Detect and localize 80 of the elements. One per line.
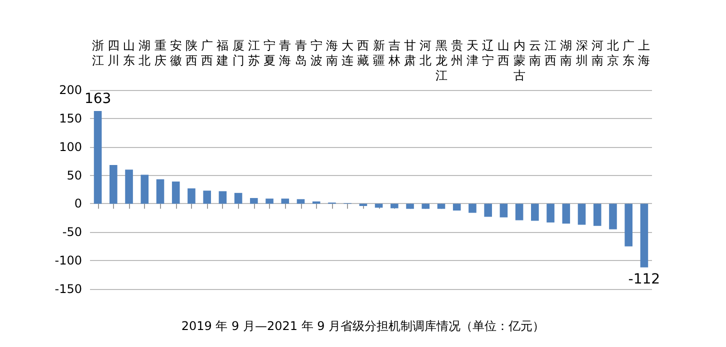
x-tick-label: 贵州 (450, 38, 463, 68)
bar (156, 179, 164, 204)
x-tick-label: 天津 (466, 38, 478, 68)
y-tick-label: -150 (54, 282, 82, 296)
x-tick-label: 湖北 (138, 38, 151, 68)
bar (94, 111, 102, 204)
bar (218, 191, 227, 204)
x-tick-label: 广西 (201, 38, 214, 68)
x-tick-label: 海南 (326, 38, 338, 68)
bar (203, 190, 211, 204)
bar (266, 198, 274, 204)
x-tick-label: 山西 (498, 38, 510, 68)
bar (296, 199, 305, 204)
x-tick-label: 安徽 (170, 38, 182, 68)
bar (125, 170, 133, 204)
bar (578, 204, 586, 225)
x-tick-label: 厦门 (232, 38, 244, 68)
bar (640, 204, 648, 268)
bar (593, 204, 602, 226)
x-tick-label: 甘肃 (404, 38, 416, 68)
bar (188, 188, 196, 204)
x-tick-label: 青海 (279, 38, 292, 68)
bar (515, 204, 524, 220)
x-tick-label: 内蒙古 (513, 38, 526, 82)
bar (562, 204, 570, 224)
data-label: 163 (84, 91, 112, 108)
x-tick-label: 黑龙江 (435, 38, 448, 82)
text: 2019 年 9 月—2021 年 9 月省级分担机制调库情况（单位：亿元） (181, 319, 545, 333)
x-tick-label: 江苏 (248, 38, 260, 68)
data-label: -112 (628, 271, 660, 288)
x-tick-label: 重庆 (154, 38, 166, 68)
bar (437, 204, 446, 209)
x-tick-label: 湖南 (560, 38, 572, 68)
y-tick-label: 50 (66, 168, 82, 182)
x-tick-label: 吉林 (387, 38, 400, 68)
bar (281, 198, 290, 204)
bar (468, 204, 476, 213)
x-tick-label: 云南 (528, 38, 541, 68)
y-tick-label: 0 (74, 196, 82, 211)
bar (374, 204, 383, 208)
bar (390, 204, 398, 208)
bar (172, 182, 180, 204)
bar (250, 198, 258, 204)
x-tick-label: 深圳 (574, 38, 588, 68)
x-tick-label: 四川 (107, 38, 120, 68)
x-tick-label: 宁波 (310, 38, 322, 68)
bar (406, 204, 414, 209)
bar (500, 204, 508, 218)
bar (546, 204, 554, 222)
x-tick-label: 河南 (591, 38, 604, 68)
y-tick-label: -100 (54, 254, 82, 268)
x-tick-label: 西藏 (357, 38, 370, 68)
bar (140, 174, 149, 204)
y-tick-label: 200 (59, 83, 82, 97)
bar (609, 204, 617, 230)
x-tick-label: 新疆 (372, 38, 385, 68)
x-tick-label: 陕西 (185, 38, 198, 68)
x-tick-label: 青岛 (294, 38, 307, 68)
y-tick-label: 100 (59, 140, 82, 154)
x-tick-label: 福建 (216, 38, 229, 68)
x-tick-label: 浙江 (92, 38, 104, 68)
bar (484, 204, 492, 217)
x-tick-label: 江西 (544, 38, 557, 68)
bar (452, 204, 461, 211)
x-tick-label: 山东 (123, 38, 136, 68)
bar (624, 204, 632, 246)
bar (422, 204, 430, 209)
bar (531, 204, 539, 221)
x-tick-label: 宁夏 (264, 38, 276, 68)
y-tick-label: -50 (62, 225, 82, 240)
bar (234, 192, 242, 204)
x-tick-label: 北京 (606, 38, 619, 68)
x-tick-label: 辽宁 (482, 38, 494, 68)
bar (110, 165, 118, 204)
x-tick-label: 河北 (420, 38, 432, 68)
y-tick-label: 150 (59, 111, 82, 126)
x-tick-label: 广东 (622, 38, 635, 68)
x-tick-label: 上海 (638, 38, 650, 68)
bar (312, 201, 320, 204)
x-tick-label: 大连 (342, 38, 354, 68)
